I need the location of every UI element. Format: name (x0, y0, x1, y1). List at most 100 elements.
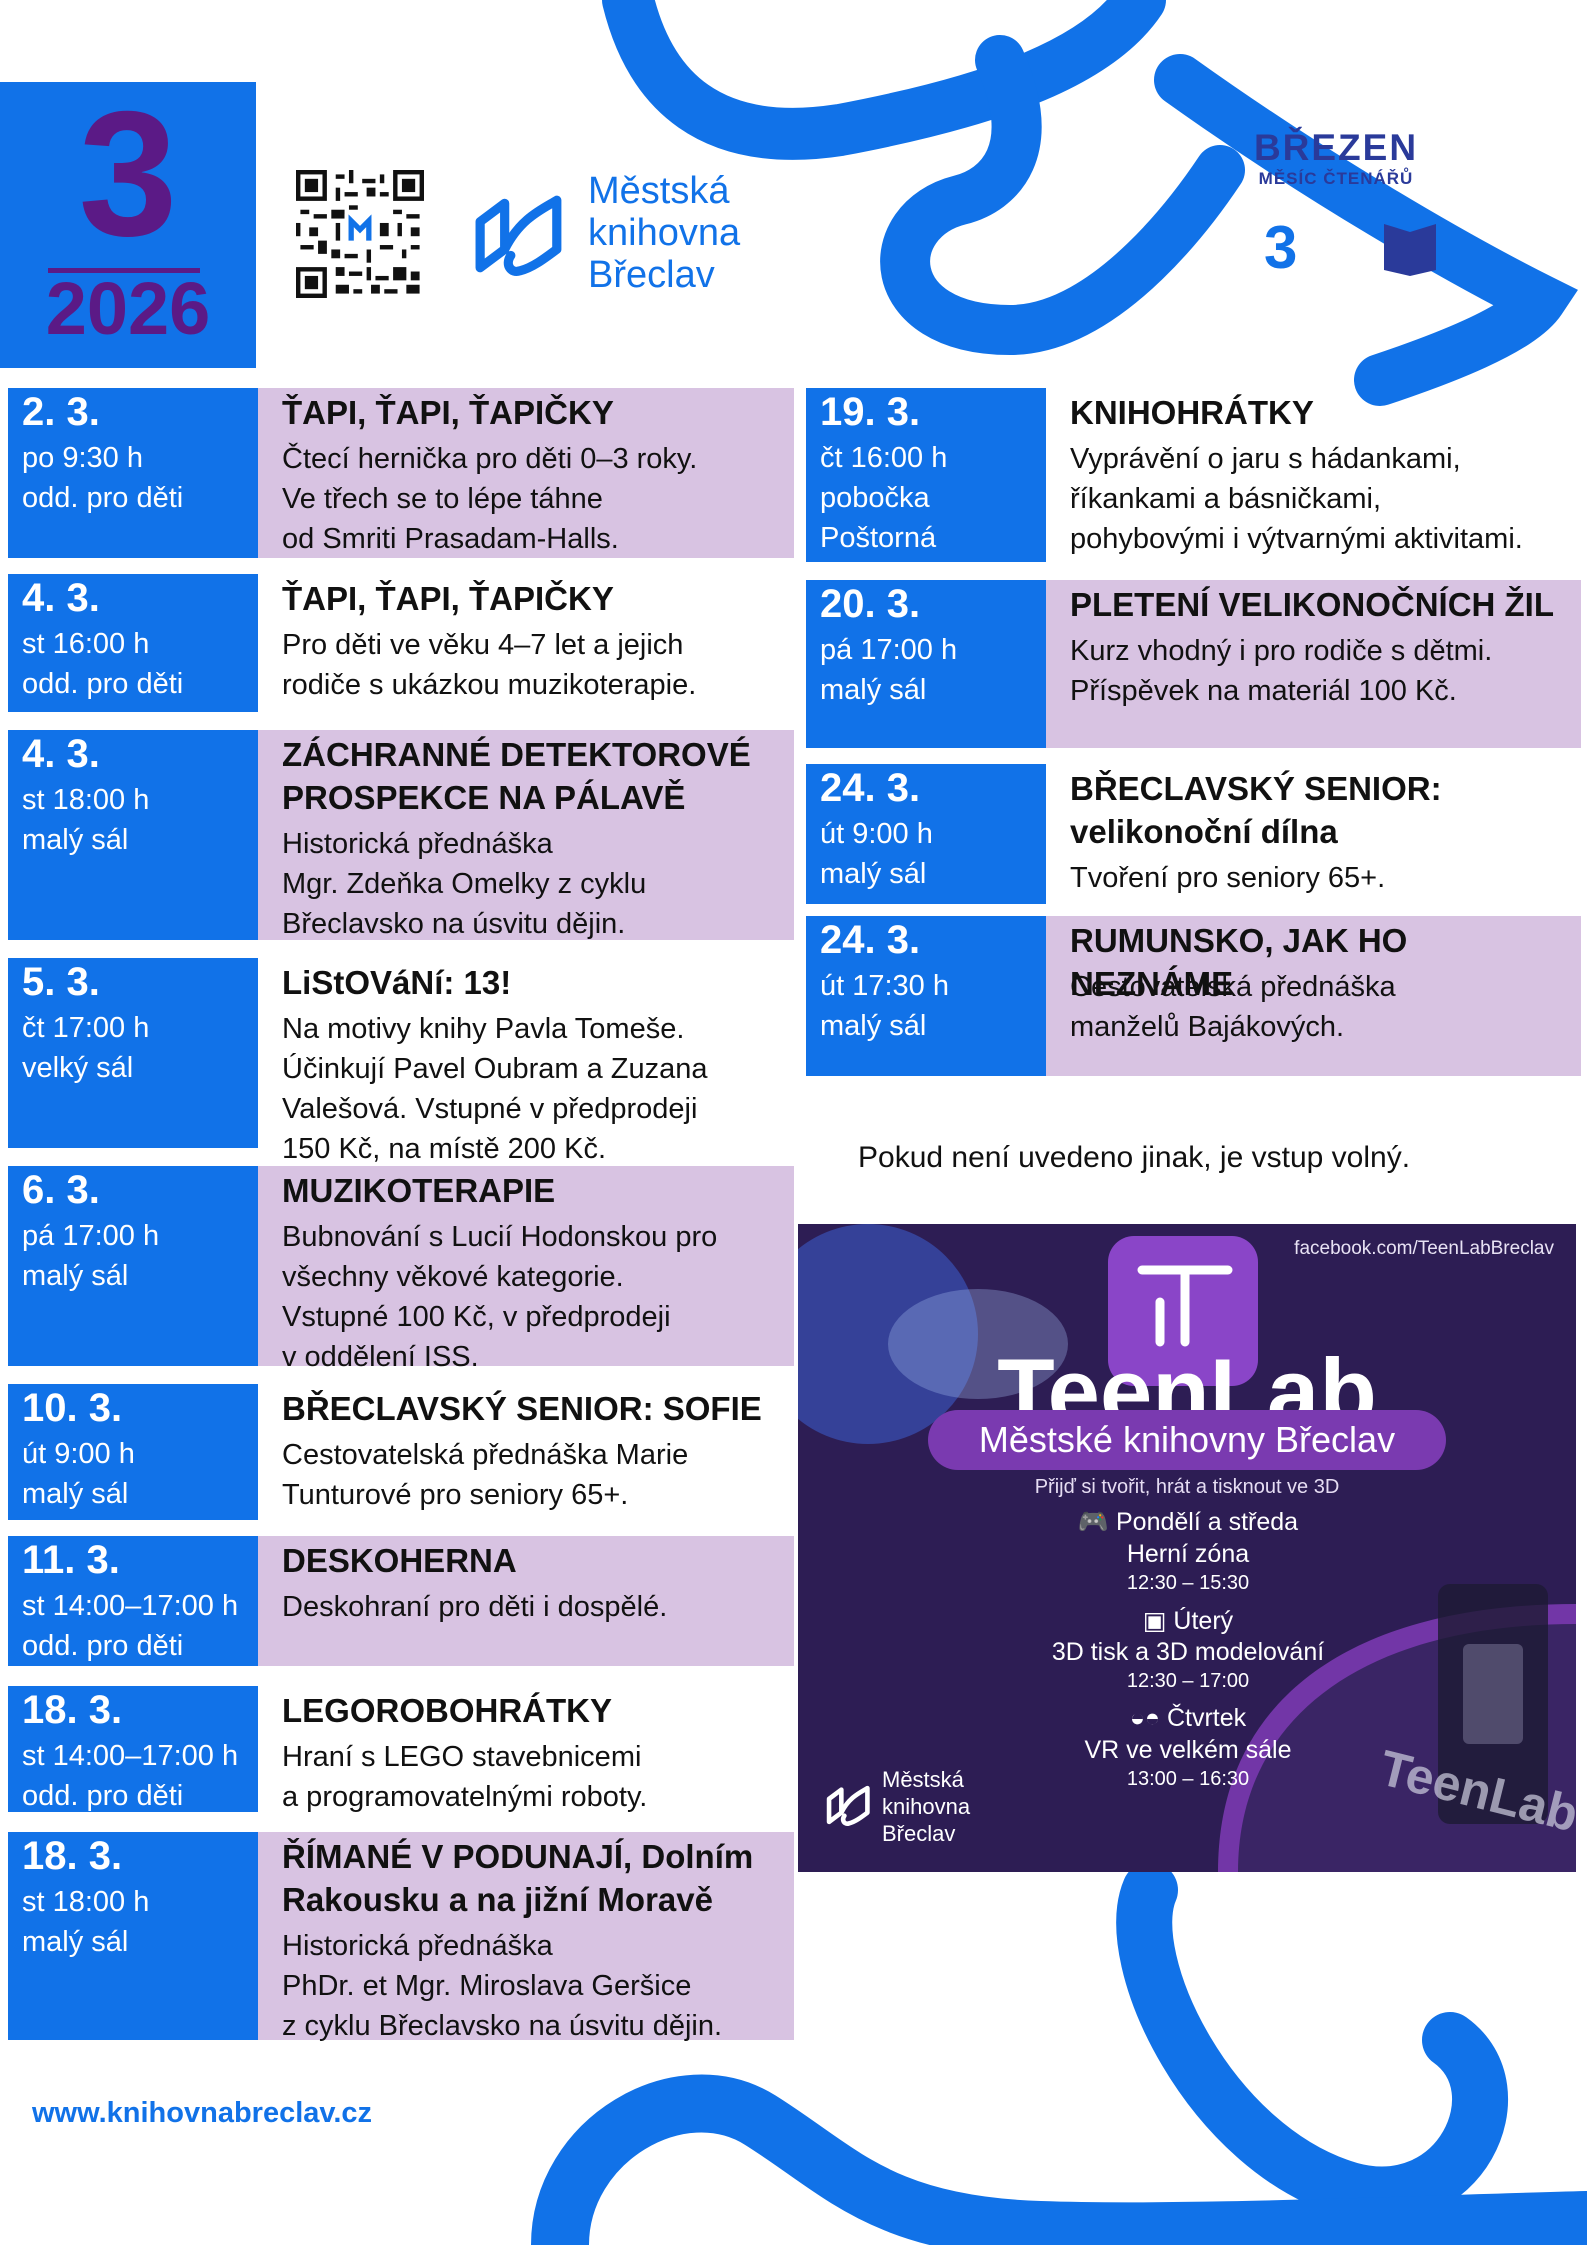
event-date: 24. 3. (820, 766, 921, 810)
event-text-line: Historická přednáška (282, 828, 553, 860)
teenlab-session-3-activity: VR ve velkém sále (1084, 1736, 1292, 1764)
free-entry-note: Pokud není uvedeno jinak, je vstup volný… (858, 1141, 1411, 1174)
event-text-line: Cestovatelská přednáška (1070, 971, 1396, 1003)
event-date-block: 10. 3. út 9:00 h malý sál (8, 1384, 258, 1520)
event-text-line: Kurz vhodný i pro rodiče s dětmi. (1070, 635, 1493, 667)
event-text-line: od Smriti Prasadam-Halls. (282, 523, 619, 555)
event-date: 18. 3. (22, 1688, 123, 1732)
teenlab-tagline: Přijď si tvořit, hrát a tisknout ve 3D (1034, 1476, 1340, 1498)
event-text-line: Deskohraní pro děti i dospělé. (282, 1591, 668, 1623)
event-description: PLETENÍ VELIKONOČNÍCH ŽIL Kurz vhodný i p… (1046, 580, 1581, 748)
month-badge (0, 82, 256, 368)
event-time: pá 17:00 h (820, 634, 958, 666)
website-link[interactable]: www.knihovnabreclav.cz (32, 2097, 373, 2129)
event-text: Čtecí hernička pro děti 0–3 roky. Ve třec… (282, 439, 784, 559)
event-date: 6. 3. (22, 1168, 100, 1212)
campaign-title: BŘEZEN (1253, 127, 1419, 168)
event-time-place: pá 17:00 h malý sál (820, 630, 957, 710)
gamepad-icon: 🎮 (1077, 1508, 1110, 1536)
event-time: út 9:00 h (820, 818, 933, 850)
event-date-block: 18. 3. st 14:00–17:00 h odd. pro děti (8, 1686, 258, 1812)
event-text: Vyprávění o jaru s hádankami, říkankami a… (1070, 439, 1571, 559)
event-place: malý sál (22, 1926, 129, 1958)
event-text: Na motivy knihy Pavla Tomeše. Účinkují Pa… (282, 1009, 784, 1169)
event-description: ŤAPI, ŤAPI, ŤAPIČKY Čtecí hernička pro dě… (258, 388, 794, 558)
event-time: st 18:00 h (22, 784, 150, 816)
event-text-line: Vstupné 100 Kč, v předprodeji (282, 1301, 671, 1333)
event-date: 24. 3. (820, 918, 921, 962)
event-title: MUZIKOTERAPIE (282, 1172, 556, 1209)
event-date-block: 20. 3. pá 17:00 h malý sál (806, 580, 1046, 748)
event-card: 4. 3. st 18:00 h malý sál ZÁCHRANNÉ DETEKTO… (8, 730, 794, 940)
event-place: malý sál (820, 858, 927, 890)
event-title: ZÁCHRANNÉ DETEKTOROVÉ PROSPEKCE NA PÁLAV… (282, 736, 751, 816)
event-text-line: Příspěvek na materiál 100 Kč. (1070, 675, 1457, 707)
library-name-line1: Městská (588, 170, 730, 212)
event-text-line: Vyprávění o jaru s hádankami, (1070, 443, 1461, 475)
event-date-block: 6. 3. pá 17:00 h malý sál (8, 1166, 258, 1366)
event-card: 11. 3. st 14:00–17:00 h odd. pro děti DESKO… (8, 1536, 794, 1666)
event-date: 2. 3. (22, 390, 100, 434)
event-text-line: Čtecí hernička pro děti 0–3 roky. (282, 443, 698, 475)
qr-code-icon[interactable] (296, 170, 424, 298)
campaign-badge: BŘEZEN MĚSÍC ČTENÁŘŮ (1228, 128, 1444, 190)
event-place: odd. pro děti (22, 668, 184, 700)
event-title: KNIHOHRÁTKY (1070, 394, 1314, 431)
event-card: 5. 3. čt 17:00 h velký sál LiStOVáNí: 13! Na… (8, 958, 794, 1165)
event-text: Deskohraní pro děti i dospělé. (282, 1587, 784, 1627)
event-date-block: 19. 3. čt 16:00 h pobočka Poštorná (806, 388, 1046, 562)
event-time: po 9:30 h (22, 442, 143, 474)
event-time: út 17:30 h (820, 970, 949, 1002)
event-date: 11. 3. (22, 1538, 120, 1582)
event-time: čt 16:00 h (820, 442, 948, 474)
event-place: malý sál (820, 674, 927, 706)
event-time-place: čt 16:00 h pobočka Poštorná (820, 438, 1046, 558)
event-description: LiStOVáNí: 13! Na motivy knihy Pavla Tome… (258, 958, 794, 1165)
event-text-line: pohybovými i výtvarnými aktivitami. (1070, 523, 1523, 555)
event-text-line: manželů Bajákových. (1070, 1011, 1345, 1043)
event-text-line: a programovatelnými roboty. (282, 1781, 648, 1813)
teenlab-library-name: Městská knihovna Břeclav (882, 1767, 971, 1846)
teenlab-session-3-day: ◒◓ Čtvrtek (1129, 1704, 1247, 1732)
event-title: ŤAPI, ŤAPI, ŤAPIČKY (282, 580, 614, 617)
event-text-line: Ve třech se to lépe táhne (282, 483, 603, 515)
campaign-icons: 3 (1264, 214, 1436, 276)
event-text-line: Cestovatelská přednáška Marie (282, 1439, 689, 1471)
event-text: Cestovatelská přednáška Marie Tunturové p… (282, 1435, 784, 1515)
event-description: RUMUNSKO, JAK HO NEZNÁME Cestovatelská př… (1046, 916, 1581, 1076)
event-date-block: 24. 3. út 9:00 h malý sál (806, 764, 1046, 904)
event-title: LEGOROBOHRÁTKY (282, 1692, 612, 1729)
teenlab-facebook-link[interactable]: facebook.com/TeenLabBreclav (1294, 1238, 1554, 1259)
event-text: Hraní s LEGO stavebnicemi a programovatel… (282, 1737, 784, 1817)
event-card: 24. 3. út 17:30 h malý sál RUMUNSKO, JAK HO… (806, 916, 1581, 1076)
event-text-line: 150 Kč, na místě 200 Kč. (282, 1133, 607, 1165)
event-text-line: Bubnování s Lucií Hodonskou pro (282, 1221, 718, 1253)
event-date: 4. 3. (22, 732, 100, 776)
event-title: BŘECLAVSKÝ SENIOR: SOFIE (282, 1390, 762, 1427)
event-time-place: st 18:00 h malý sál (22, 780, 149, 860)
teenlab-promo: facebook.com/TeenLabBreclav TeenLab Měst… (798, 1224, 1576, 1872)
event-title: LiStOVáNí: 13! (282, 964, 512, 1001)
teenlab-session-2-activity: 3D tisk a 3D modelování (1051, 1638, 1325, 1666)
teenlab-session-3-time: 13:00 – 16:30 (1126, 1768, 1250, 1790)
event-place: malý sál (22, 824, 129, 856)
event-card: 20. 3. pá 17:00 h malý sál PLETENÍ VELIKONO… (806, 580, 1581, 748)
event-card: 24. 3. út 9:00 h malý sál BŘECLAVSKÝ SENIOR… (806, 764, 1581, 904)
event-description: ŘÍMANÉ V PODUNAJÍ, Dolním Rakousku a na … (258, 1832, 794, 2042)
month-year: 2026 (45, 267, 211, 350)
event-time-place: út 17:30 h malý sál (820, 966, 949, 1046)
event-text-line: Na motivy knihy Pavla Tomeše. (282, 1013, 685, 1045)
campaign-subtitle: MĚSÍC ČTENÁŘŮ (1258, 169, 1414, 188)
event-time: pá 17:00 h (22, 1220, 160, 1252)
event-text: Cestovatelská přednáška manželů Bajákovýc… (1070, 967, 1571, 1047)
teenlab-backdrop (798, 1224, 1576, 1872)
library-name-line2: knihovna (588, 212, 741, 254)
event-text-line: Valešová. Vstupné v předprodeji (282, 1093, 698, 1125)
moon-icon (1330, 220, 1356, 272)
event-time-place: st 16:00 h odd. pro děti (22, 624, 183, 704)
event-description: KNIHOHRÁTKY Vyprávění o jaru s hádankami,… (1046, 388, 1581, 562)
event-date-block: 5. 3. čt 17:00 h velký sál (8, 958, 258, 1148)
event-place: odd. pro děti (22, 1630, 184, 1662)
event-description: ZÁCHRANNÉ DETEKTOROVÉ PROSPEKCE NA PÁLAV… (258, 730, 794, 940)
event-text: Kurz vhodný i pro rodiče s dětmi. Příspěv… (1070, 631, 1571, 711)
